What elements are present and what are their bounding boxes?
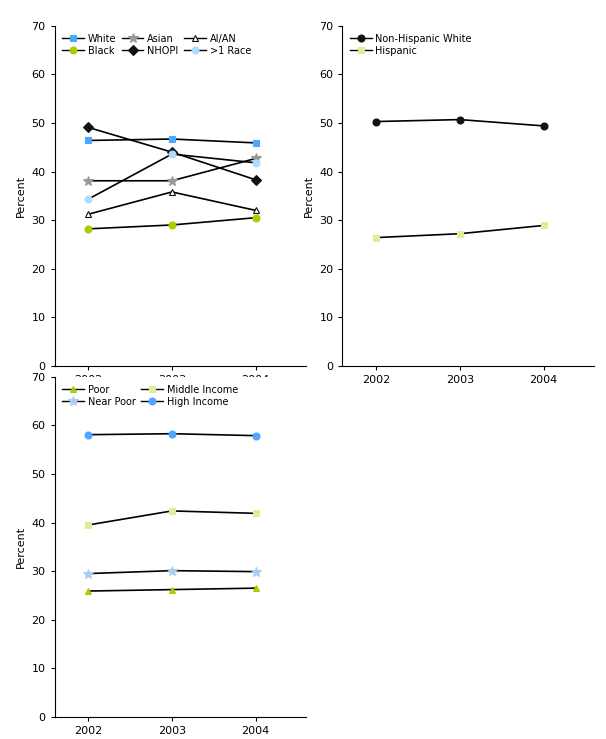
Legend: Non-Hispanic White, Hispanic: Non-Hispanic White, Hispanic [347,31,475,58]
Y-axis label: Percent: Percent [16,174,26,217]
Legend: Poor, Near Poor, Middle Income, High Income: Poor, Near Poor, Middle Income, High Inc… [59,382,241,409]
Y-axis label: Percent: Percent [304,174,314,217]
Y-axis label: Percent: Percent [16,525,26,568]
Legend: White, Black, Asian, NHOPI, AI/AN, >1 Race: White, Black, Asian, NHOPI, AI/AN, >1 Ra… [59,31,254,58]
